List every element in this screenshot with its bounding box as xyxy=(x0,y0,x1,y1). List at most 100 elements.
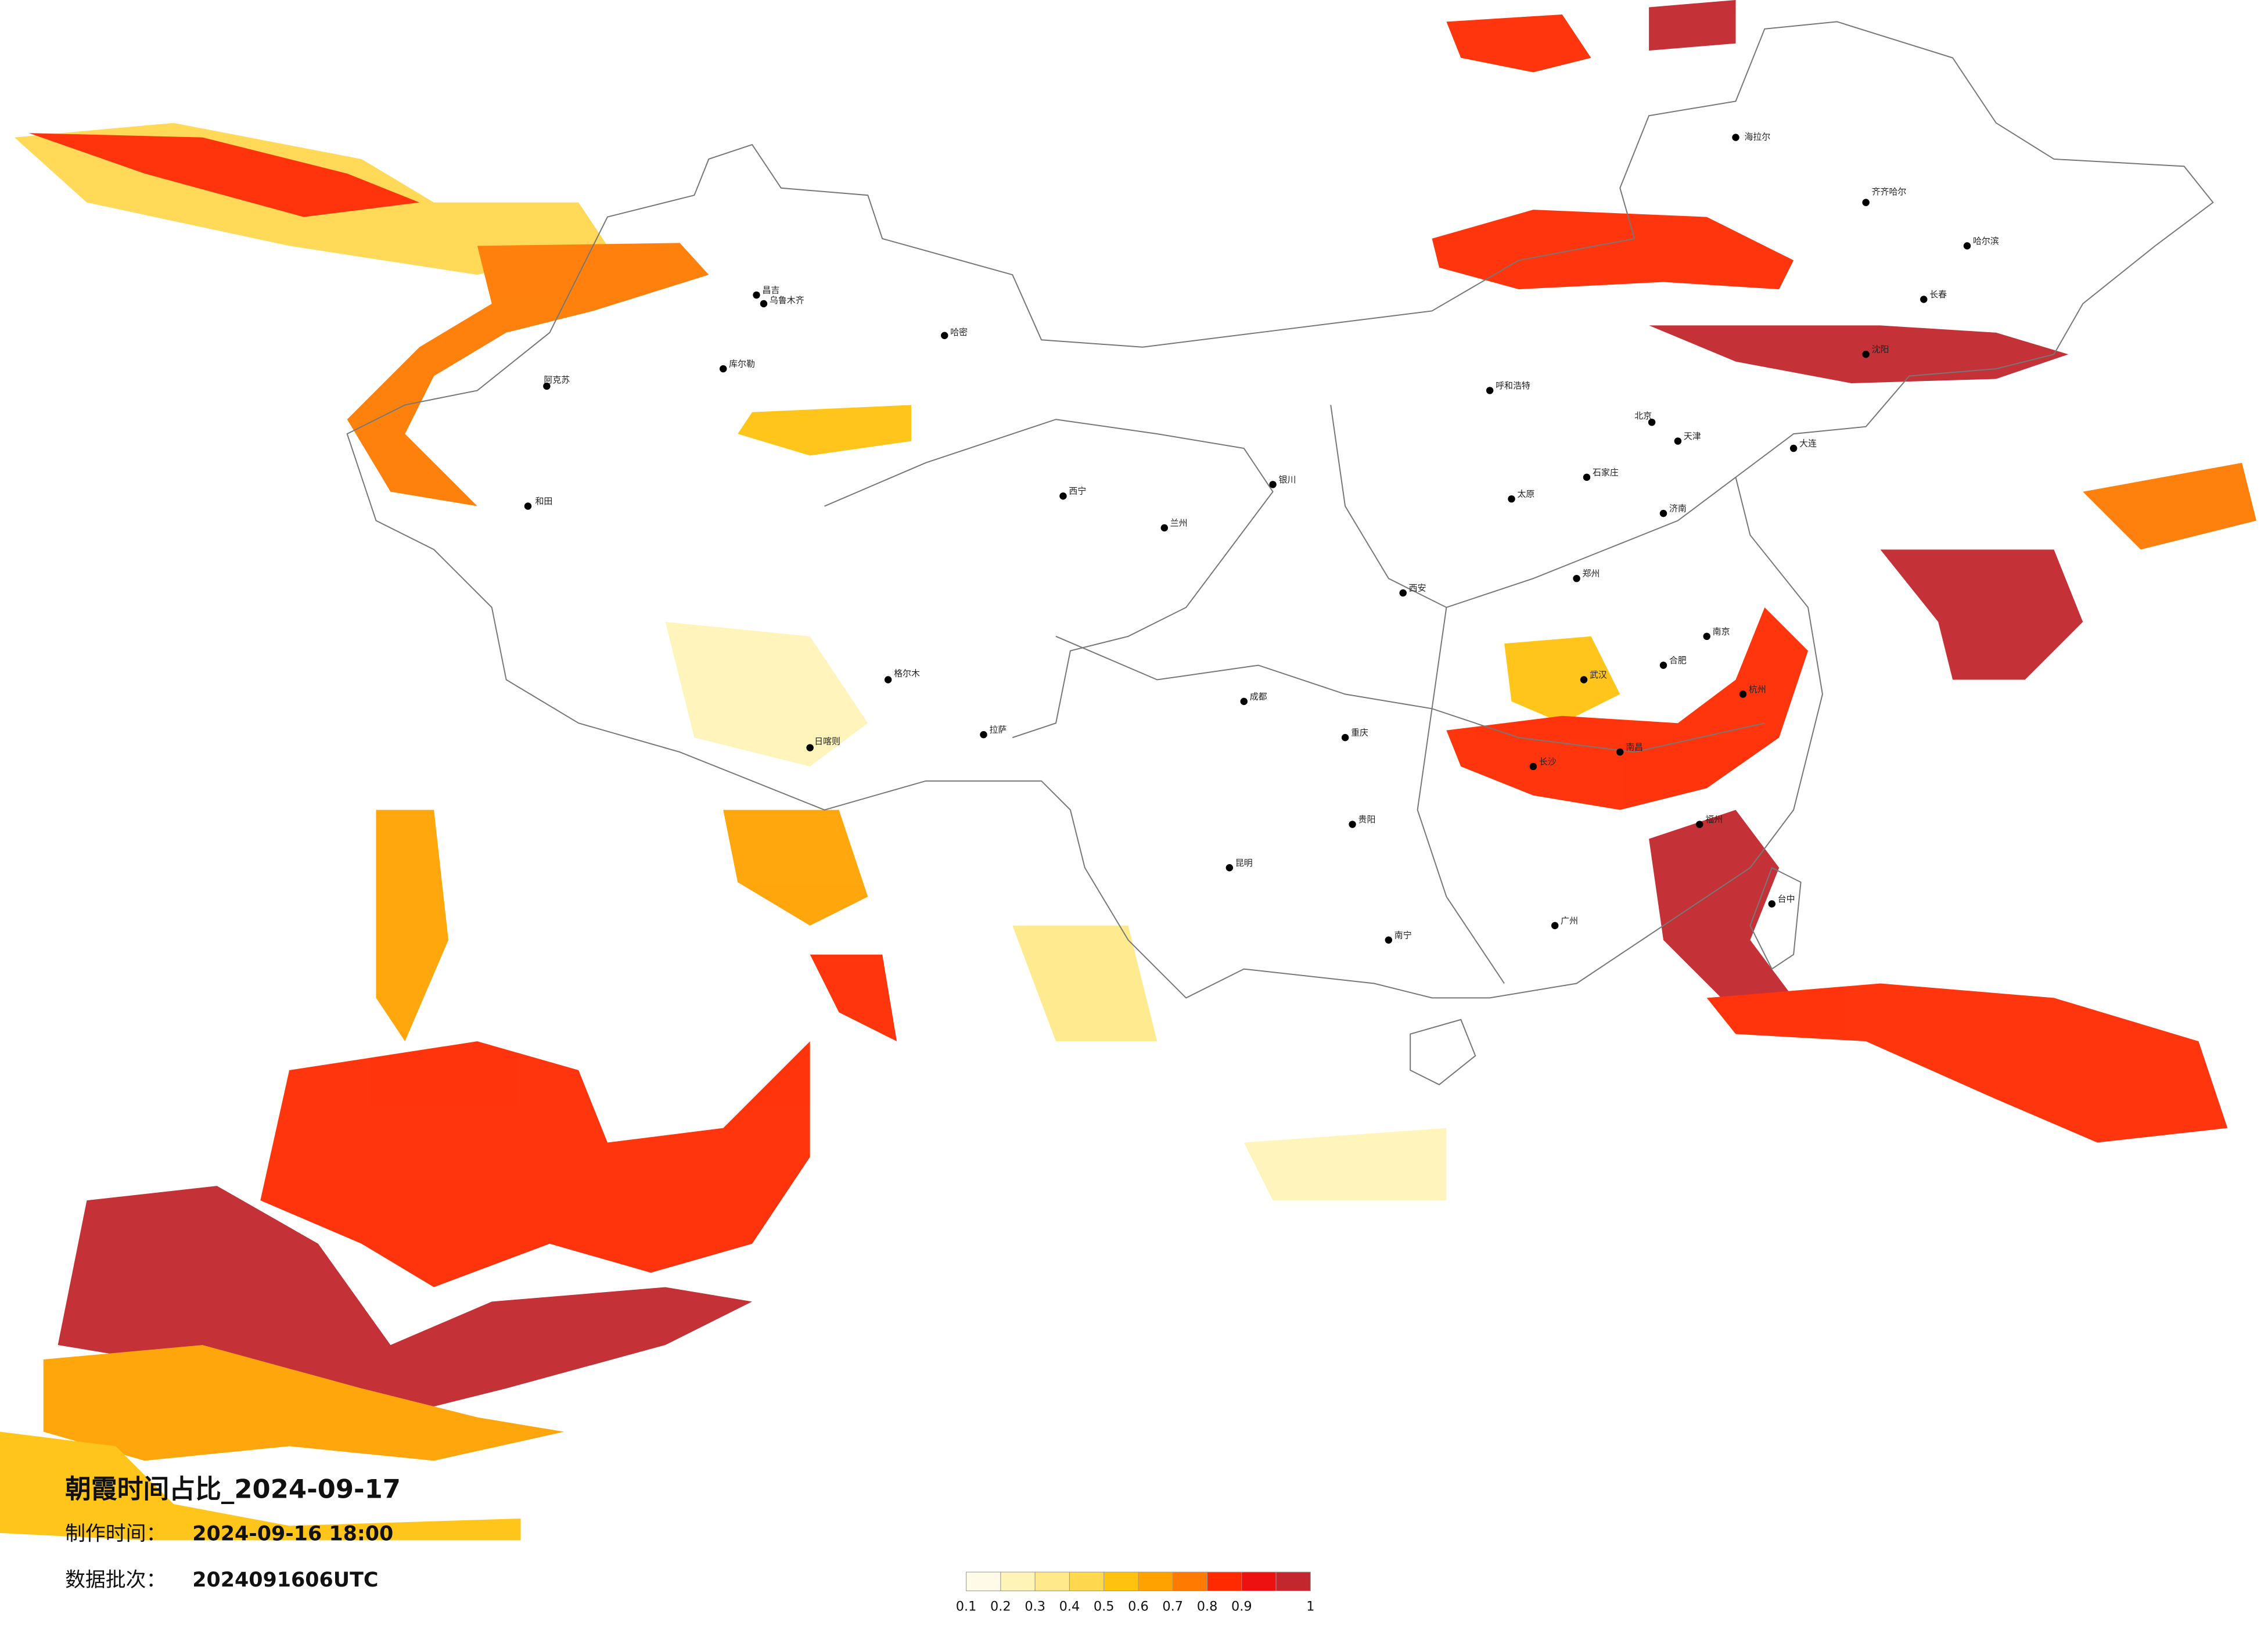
city-dot xyxy=(1768,900,1776,908)
city-dot xyxy=(1508,495,1515,503)
city-dot xyxy=(760,300,768,308)
city-dot xyxy=(543,382,551,390)
island-border xyxy=(1410,1019,1476,1086)
city-label: 福州 xyxy=(1705,814,1723,825)
colorbar-tick-label: 0.6 xyxy=(1128,1599,1149,1614)
city-dot xyxy=(1486,387,1494,394)
city-layer: 乌鲁木齐 哈密 昌吉 库尔勒 阿克苏 和田 格尔木 拉萨 日喀则 西宁 兰州 银… xyxy=(524,132,1999,944)
heat-area xyxy=(723,810,868,926)
heat-area xyxy=(1432,210,1794,290)
colorbar-swatch xyxy=(966,1571,1001,1591)
city-dot xyxy=(753,291,760,299)
colorbar-swatch xyxy=(1069,1571,1105,1591)
city-dot xyxy=(1385,936,1393,944)
province-border xyxy=(824,419,1274,739)
city-label: 拉萨 xyxy=(989,725,1007,735)
made-time-label: 制作时间： xyxy=(65,1522,166,1545)
city-label: 南京 xyxy=(1713,626,1730,636)
city-label: 兰州 xyxy=(1170,518,1188,528)
heat-area xyxy=(1446,607,1809,810)
city-dot xyxy=(1789,444,1798,452)
province-border xyxy=(1330,405,1737,609)
heat-layer xyxy=(0,0,2257,1541)
city-label: 贵阳 xyxy=(1358,814,1376,825)
city-label: 哈尔滨 xyxy=(1973,236,1999,246)
city-label: 昌吉 xyxy=(762,285,779,296)
city-label: 南昌 xyxy=(1626,742,1643,753)
heat-area xyxy=(0,1431,521,1541)
heat-area xyxy=(376,810,449,1042)
city-label: 银川 xyxy=(1279,474,1296,485)
city-label: 日喀则 xyxy=(814,736,840,747)
city-label: 武汉 xyxy=(1590,670,1607,680)
heat-area xyxy=(43,1345,565,1461)
city-dot xyxy=(1240,697,1248,706)
city-label: 天津 xyxy=(1684,431,1701,441)
city-label: 昆明 xyxy=(1235,858,1253,868)
city-label: 成都 xyxy=(1250,691,1267,702)
city-label: 海拉尔 xyxy=(1744,132,1770,142)
colorbar-tick-label: 0.7 xyxy=(1162,1599,1183,1614)
city-dot xyxy=(1059,492,1067,500)
colorbar-swatch xyxy=(1172,1571,1208,1591)
batch-label: 数据批次： xyxy=(65,1569,166,1592)
map-title: 朝霞时间占比_2024-09-17 xyxy=(65,1474,401,1505)
colorbar-tick-label: 0.2 xyxy=(990,1599,1011,1614)
city-dot xyxy=(1583,473,1591,481)
heat-area xyxy=(1243,1128,1447,1201)
city-dot xyxy=(1659,661,1667,669)
colorbar-tick-label: 0.1 xyxy=(956,1599,977,1614)
colorbar-swatch xyxy=(1034,1571,1070,1591)
heat-area xyxy=(1649,810,1794,1013)
city-label: 齐齐哈尔 xyxy=(1872,186,1907,197)
city-dot xyxy=(1349,821,1356,828)
city-dot xyxy=(941,332,948,340)
city-dot xyxy=(1616,748,1624,756)
city-dot xyxy=(1225,864,1234,872)
city-dot xyxy=(884,676,892,684)
colorbar-swatch xyxy=(1138,1571,1173,1591)
city-dot xyxy=(1160,524,1169,532)
city-dot xyxy=(1580,676,1588,684)
colorbar-tick-label: 0.5 xyxy=(1094,1599,1115,1614)
province-border xyxy=(1417,607,1505,984)
city-label: 北京 xyxy=(1634,411,1652,421)
city-dot xyxy=(1659,509,1667,517)
city-label: 济南 xyxy=(1669,503,1687,514)
colorbar-swatch xyxy=(1000,1571,1036,1591)
city-dot xyxy=(1696,821,1703,828)
city-dot xyxy=(1551,922,1559,930)
city-label: 沈阳 xyxy=(1872,344,1889,355)
city-label: 库尔勒 xyxy=(729,359,755,369)
city-label: 重庆 xyxy=(1351,728,1368,738)
province-border xyxy=(1055,635,1765,753)
heat-area xyxy=(665,621,868,767)
city-label: 格尔木 xyxy=(894,668,920,679)
city-dot xyxy=(1648,418,1656,426)
city-dot xyxy=(1341,733,1349,742)
city-dot xyxy=(1399,589,1407,597)
city-label: 太原 xyxy=(1517,489,1534,499)
heat-area xyxy=(738,405,911,456)
colorbar-swatch xyxy=(1275,1571,1311,1591)
city-label: 杭州 xyxy=(1749,684,1766,695)
heat-area xyxy=(1706,983,2228,1143)
city-dot xyxy=(1674,437,1682,445)
heat-area xyxy=(1649,0,1736,51)
city-label: 长沙 xyxy=(1539,756,1557,767)
heat-area xyxy=(1446,14,1591,73)
city-label: 南宁 xyxy=(1394,930,1412,940)
city-label: 哈密 xyxy=(950,327,968,337)
city-dot xyxy=(1739,690,1747,698)
city-label: 阿克苏 xyxy=(544,375,570,385)
colorbar-swatch xyxy=(1207,1571,1242,1591)
city-label: 呼和浩特 xyxy=(1496,380,1530,391)
colorbar: 0.1 0.2 0.3 0.4 0.5 0.6 0.7 0.8 0.9 1 xyxy=(956,1571,1314,1614)
colorbar-swatch xyxy=(1241,1571,1277,1591)
boundaries xyxy=(346,21,2214,1086)
city-label: 大连 xyxy=(1799,438,1817,449)
city-dot xyxy=(1920,296,1928,303)
city-dot xyxy=(1732,134,1739,141)
heat-area xyxy=(1880,549,2083,680)
